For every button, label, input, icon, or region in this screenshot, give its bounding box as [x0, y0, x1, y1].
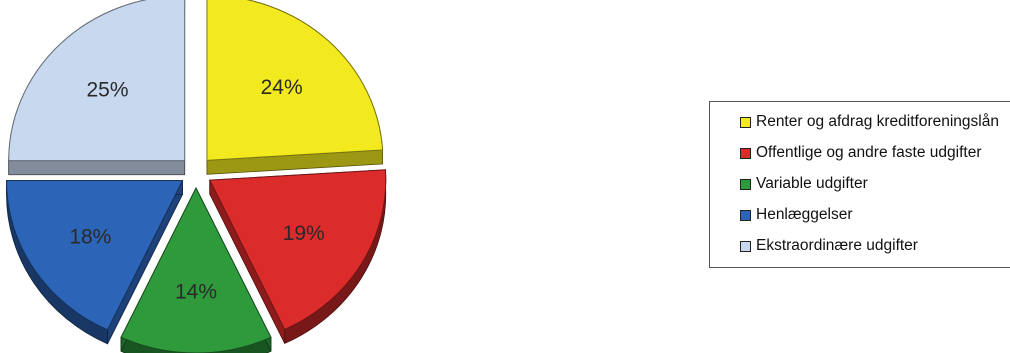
legend-item: Ekstraordinære udgifter — [740, 236, 918, 256]
pie-slice-label: 25% — [87, 78, 129, 101]
legend-label: Offentlige og andre faste udgifter — [756, 144, 982, 161]
legend-label: Renter og afdrag kreditforeningslån — [756, 113, 999, 130]
pie-labels: 24% 19% 14% 18% 25% — [69, 76, 324, 304]
pie-slice — [5, 180, 184, 331]
pie-slice — [206, 0, 384, 161]
pie-slice-wall — [8, 160, 186, 176]
pie-chart: 24% 19% 14% 18% 25% — [5, 0, 387, 353]
legend: Renter og afdrag kreditforeningslån Offen… — [709, 101, 1010, 268]
legend-label: Variable udgifter — [756, 175, 868, 192]
pie-tops — [5, 0, 387, 353]
pie-slice — [8, 0, 186, 162]
legend-label: Ekstraordinære udgifter — [756, 237, 918, 254]
legend-swatch — [740, 209, 751, 221]
legend-swatch — [740, 178, 751, 190]
legend-swatch — [740, 147, 751, 159]
pie-slice — [208, 169, 387, 331]
legend-swatch — [740, 116, 751, 128]
legend-item: Renter og afdrag kreditforeningslån — [740, 112, 999, 132]
legend-item: Offentlige og andre faste udgifter — [740, 143, 981, 163]
pie-slice-label: 18% — [69, 225, 111, 248]
legend-swatch — [740, 240, 751, 252]
pie-slice-label: 14% — [175, 280, 217, 303]
legend-item: Henlæggelser — [740, 205, 853, 225]
legend-item: Variable udgifter — [740, 174, 868, 194]
pie-slice-label: 19% — [283, 222, 325, 245]
pie-slice-label: 24% — [261, 76, 303, 99]
legend-label: Henlæggelser — [756, 206, 853, 223]
